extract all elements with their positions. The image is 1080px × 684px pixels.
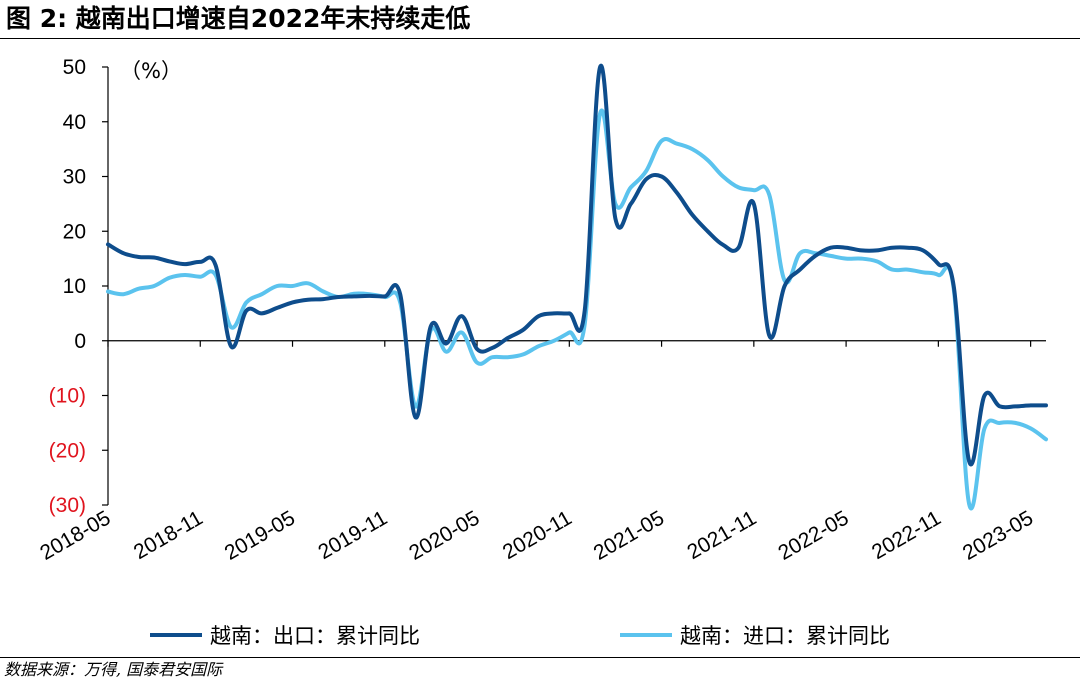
x-tick-label: 2023-05 xyxy=(959,506,1037,564)
x-tick-label: 2019-05 xyxy=(221,506,299,564)
legend-item-import: 越南：进口：累计同比 xyxy=(620,620,890,650)
y-tick-label: (30) xyxy=(49,494,86,517)
y-tick-label: (20) xyxy=(49,439,86,462)
legend-item-export: 越南：出口：累计同比 xyxy=(150,620,420,650)
y-tick-label: 10 xyxy=(63,275,86,298)
y-tick-label: 30 xyxy=(63,166,86,189)
source-note: 数据来源：万得, 国泰君安国际 xyxy=(4,660,223,679)
x-tick-label: 2022-11 xyxy=(868,506,945,564)
y-tick-label: 0 xyxy=(74,330,86,353)
x-tick-label: 2021-05 xyxy=(590,506,668,564)
page-title: 图 2: 越南出口增速自2022年末持续走低 xyxy=(6,4,471,33)
y-tick-label: 20 xyxy=(63,220,86,243)
y-tick-label: (10) xyxy=(49,385,86,408)
x-tick-label: 2020-05 xyxy=(405,506,483,564)
legend-label-import: 越南：进口：累计同比 xyxy=(680,624,890,648)
x-tick-label: 2019-11 xyxy=(314,506,391,564)
legend-swatch-import xyxy=(620,633,672,637)
y-tick-label: 40 xyxy=(63,111,86,134)
y-unit-label: （%） xyxy=(120,59,182,83)
x-tick-label: 2022-05 xyxy=(774,506,852,564)
y-tick-label: 50 xyxy=(63,56,86,79)
x-tick-label: 2018-11 xyxy=(130,506,207,564)
x-tick-label: 2021-11 xyxy=(683,506,760,564)
footer-divider xyxy=(0,657,1080,658)
legend-swatch-export xyxy=(150,633,202,637)
x-tick-label: 2020-11 xyxy=(499,506,576,564)
title-divider xyxy=(0,38,1080,39)
series-line-export xyxy=(106,63,1048,467)
legend-label-export: 越南：出口：累计同比 xyxy=(210,624,420,648)
